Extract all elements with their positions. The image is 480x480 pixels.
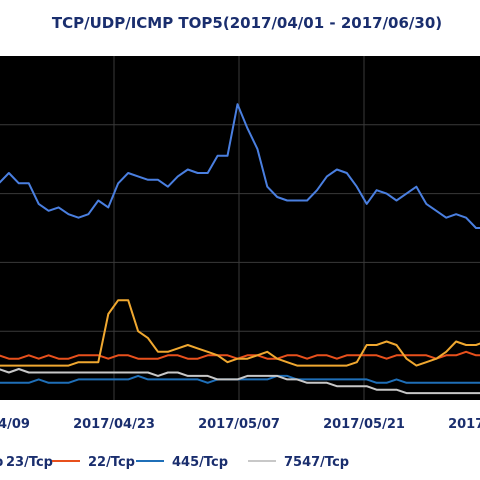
legend-label-clipped: p	[0, 455, 3, 470]
series-line-3	[0, 374, 480, 384]
chart-title: TCP/UDP/ICMP TOP5(2017/04/01 - 2017/06/3…	[52, 14, 442, 32]
x-tick-label: 2017/04/23	[73, 417, 155, 432]
grid	[0, 56, 480, 400]
series-line-1	[0, 103, 480, 229]
plot-area	[0, 56, 480, 400]
x-tick-label: 2017/05/07	[198, 417, 280, 432]
legend-label: 7547/Tcp	[284, 455, 349, 470]
x-tick-label: 2017/04/09	[0, 417, 30, 432]
x-tick-label: 2017/05/21	[323, 417, 405, 432]
series-line-5	[0, 299, 480, 367]
legend-label: 445/Tcp	[172, 455, 228, 470]
legend: 23/Tcp 22/Tcp 445/Tcp 7547/Tcp p	[0, 455, 349, 470]
legend-label: 23/Tcp	[6, 455, 53, 470]
x-axis-ticks: 2017/04/09 2017/04/23 2017/05/07 2017/05/21…	[0, 417, 480, 432]
x-tick-label: 2017/06/04	[448, 417, 480, 432]
series-line-2	[0, 350, 480, 360]
series-line-4	[0, 368, 480, 395]
legend-label: 22/Tcp	[88, 455, 135, 470]
series-layer	[0, 103, 480, 395]
